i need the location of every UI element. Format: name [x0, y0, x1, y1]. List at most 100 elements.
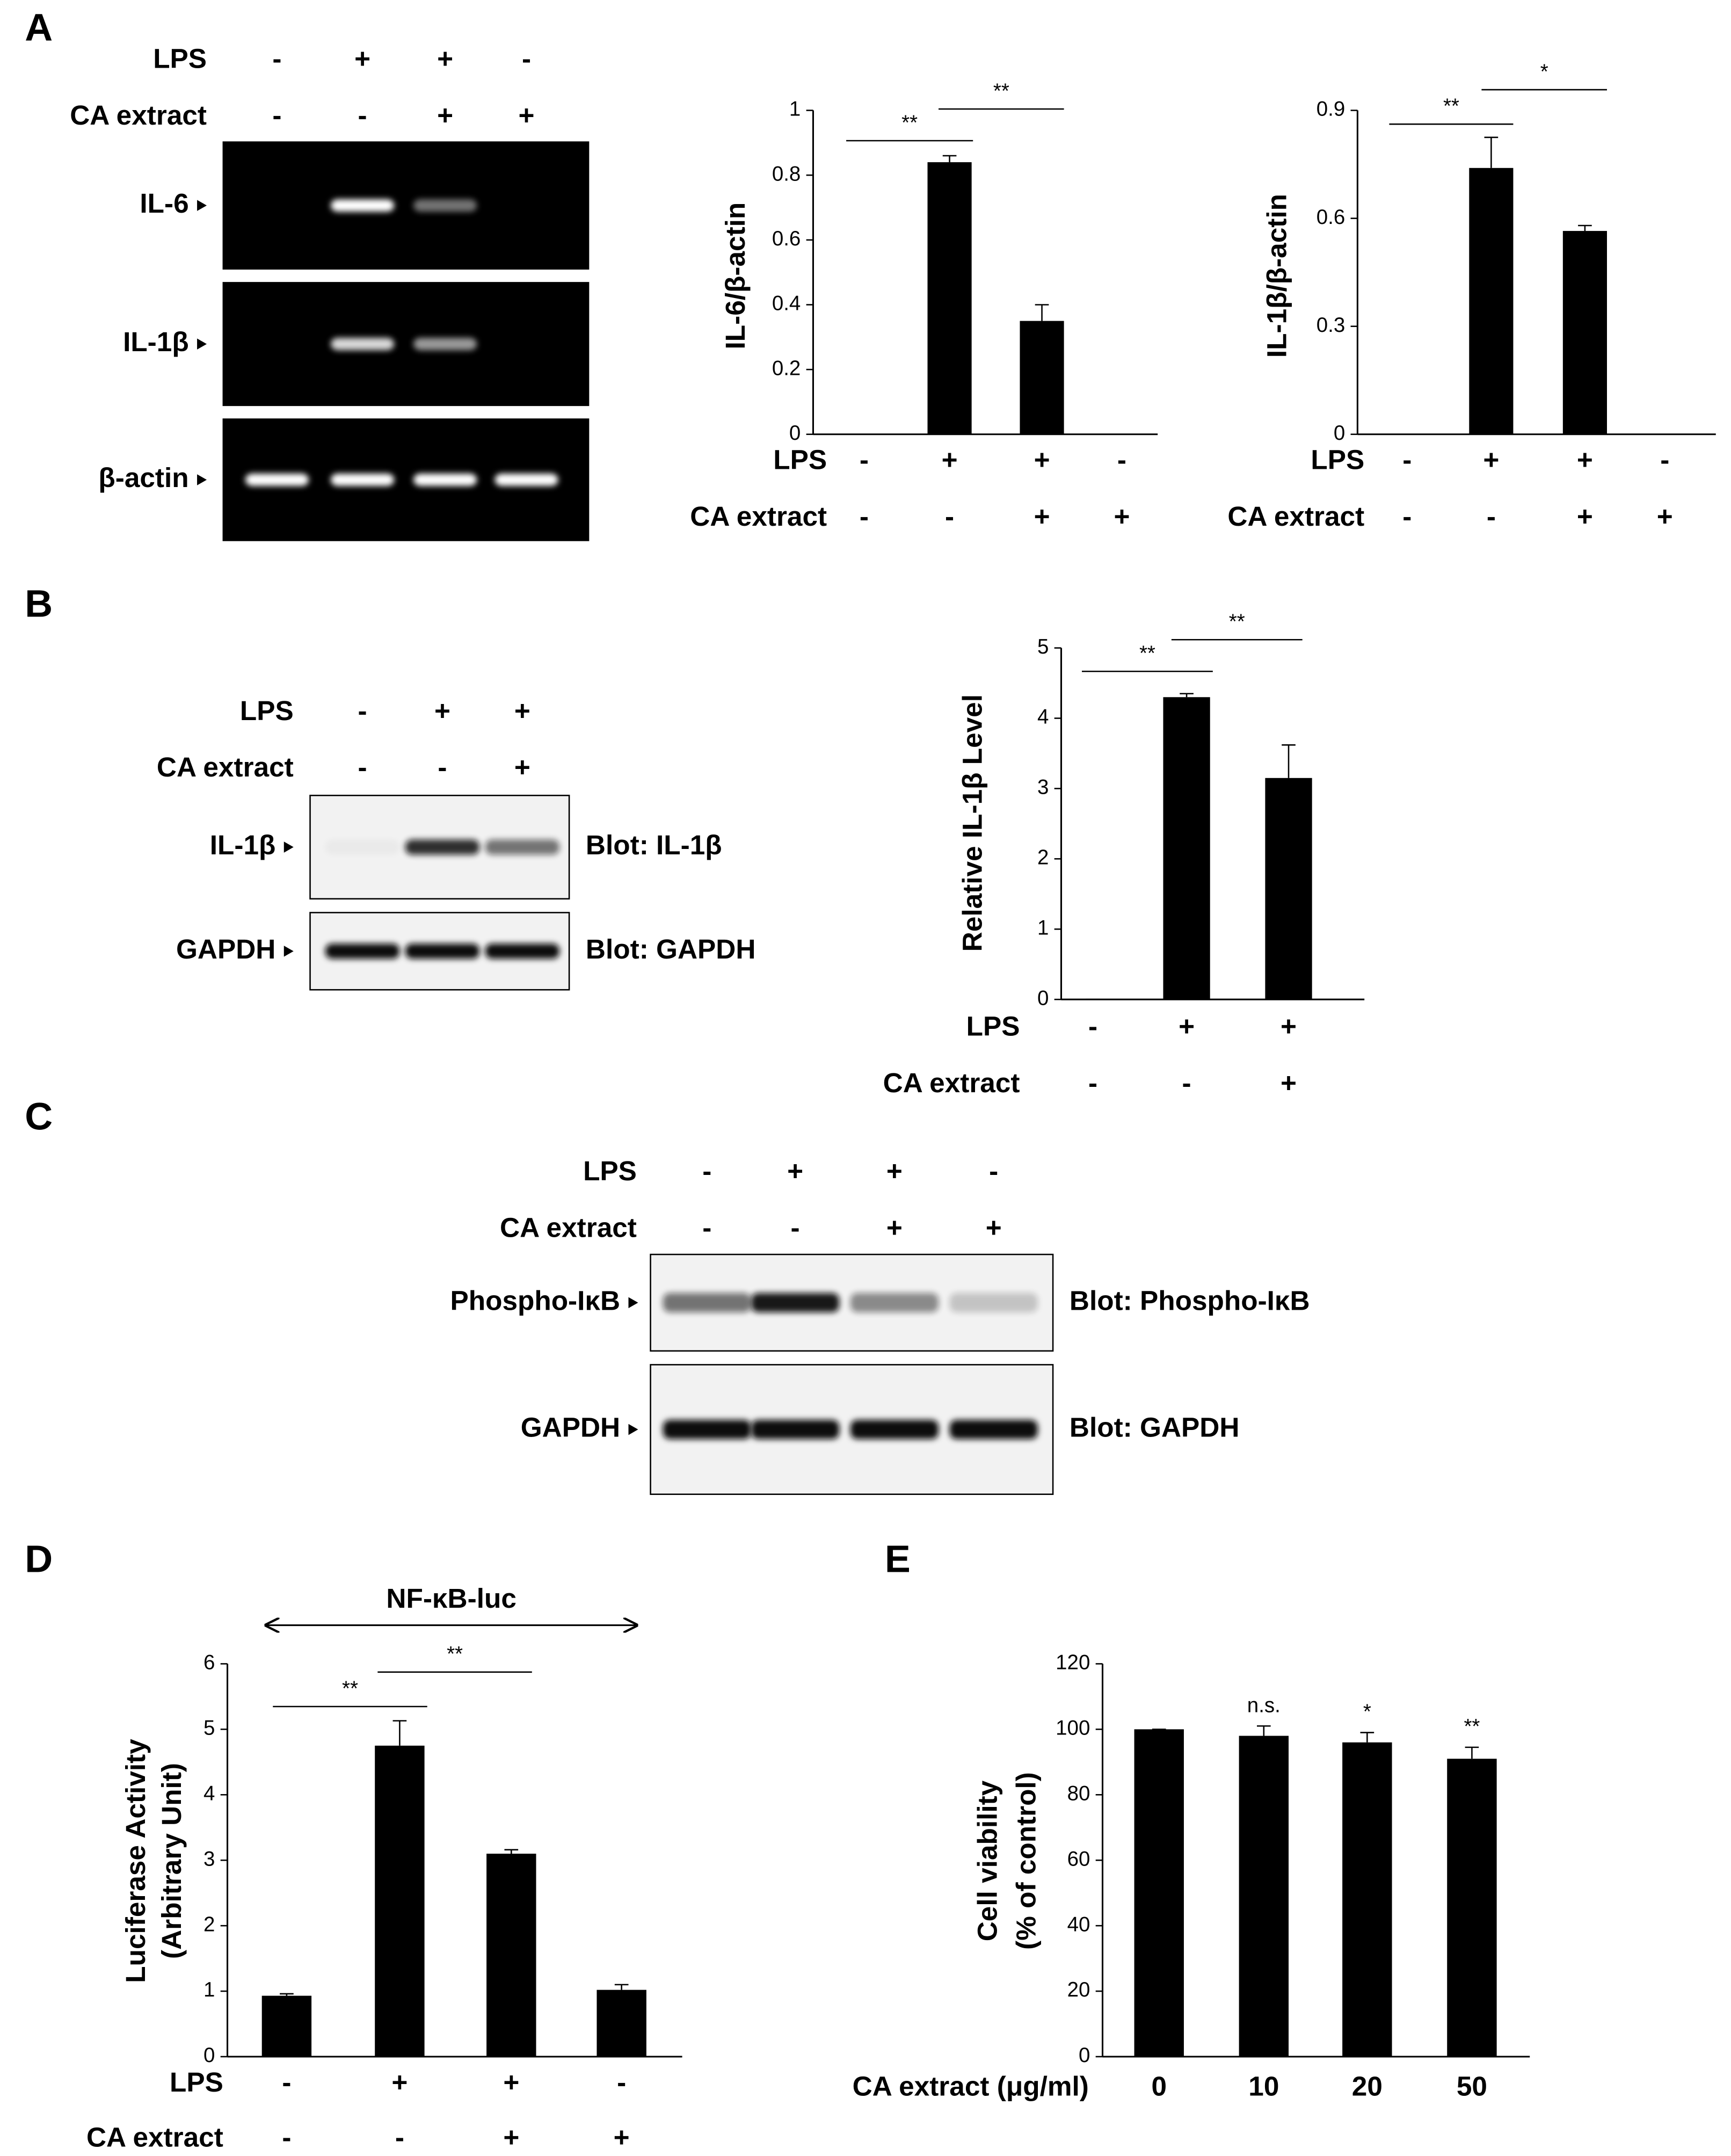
y-tick-label: 0.9 [1317, 98, 1345, 121]
blot-antibody-label: Blot: GAPDH [586, 934, 756, 964]
y-tick-label: 4 [203, 1782, 215, 1805]
treatment-label: LPS [153, 43, 207, 74]
y-axis-title: (Arbitrary Unit) [156, 1763, 187, 1959]
blot-row-label: IL-6 [140, 188, 188, 219]
error-bar [392, 1720, 407, 1746]
significance-label: ** [1229, 611, 1245, 634]
treatment-sign: + [986, 1212, 1002, 1243]
blot-band [325, 943, 400, 959]
treatment-label: LPS [170, 2067, 223, 2097]
bar [261, 1995, 312, 2057]
treatment-sign: - [1117, 445, 1126, 475]
blot-band [413, 338, 477, 351]
blot-band [405, 943, 480, 959]
blot-band [405, 839, 480, 855]
y-tick-label: 6 [203, 1651, 215, 1674]
y-axis-title: Relative IL-1β Level [957, 694, 987, 952]
blot-band [850, 1293, 939, 1312]
bar [486, 1854, 536, 2057]
bar [597, 1990, 646, 2057]
treatment-label: CA extract [500, 1212, 637, 1243]
blot-band [331, 199, 395, 212]
treatment-sign: + [886, 1156, 903, 1186]
error-bar [1256, 1725, 1271, 1736]
treatment-sign: + [1281, 1011, 1297, 1042]
bar [1163, 697, 1210, 1000]
treatment-label: CA extract [86, 2122, 223, 2153]
treatment-sign: + [1577, 445, 1593, 475]
error-bar [1484, 136, 1499, 168]
treatment-sign: + [1034, 445, 1050, 475]
treatment-sign: - [272, 43, 281, 74]
bar [1134, 1729, 1184, 2057]
treatment-sign: - [989, 1156, 998, 1186]
x-tick-label: 10 [1248, 2071, 1279, 2102]
treatment-sign: - [395, 2122, 404, 2153]
blot-band [949, 1420, 1038, 1440]
blot-band [485, 839, 560, 855]
y-tick-label: 3 [203, 1847, 215, 1870]
treatment-sign: + [503, 2067, 519, 2097]
y-tick-label: 5 [203, 1717, 215, 1740]
panel-label: C [25, 1095, 53, 1138]
treatment-sign: - [272, 100, 281, 130]
error-bar [1035, 304, 1049, 321]
y-tick-label: 80 [1067, 1782, 1090, 1805]
treatment-sign: - [358, 752, 367, 782]
treatment-sign: + [437, 43, 453, 74]
error-bar [280, 1993, 294, 1996]
error-bar [942, 155, 957, 163]
blot-band [413, 199, 477, 212]
treatment-sign: - [282, 2122, 291, 2153]
treatment-label: CA extract [883, 1068, 1020, 1098]
bar [1265, 778, 1312, 1000]
treatment-sign: - [1088, 1011, 1097, 1042]
treatment-sign: - [1402, 445, 1412, 475]
treatment-sign: + [434, 695, 450, 726]
y-tick-label: 0.6 [1317, 206, 1345, 229]
significance-label: * [1363, 1701, 1371, 1724]
bar [1020, 321, 1064, 434]
blot-band [949, 1293, 1038, 1312]
treatment-sign: + [514, 695, 530, 726]
arrowhead [197, 474, 207, 485]
significance-label: ** [342, 1677, 358, 1700]
blot-band [485, 943, 560, 959]
y-axis-title: IL-1β/β-actin [1262, 194, 1292, 358]
bar [1239, 1736, 1289, 2057]
y-axis-title: (% of control) [1010, 1772, 1041, 1950]
treatment-sign: + [519, 100, 535, 130]
significance-label: ** [1464, 1715, 1480, 1738]
y-axis-title: IL-6/β-actin [720, 202, 751, 350]
treatment-sign: + [1281, 1068, 1297, 1098]
treatment-sign: - [791, 1212, 800, 1243]
treatment-label: CA extract [1227, 501, 1364, 532]
y-tick-label: 2 [203, 1913, 215, 1936]
y-tick-label: 40 [1067, 1913, 1090, 1936]
treatment-sign: + [514, 752, 530, 782]
treatment-sign: + [787, 1156, 803, 1186]
treatment-sign: - [617, 2067, 626, 2097]
treatment-label: CA extract [70, 100, 207, 130]
treatment-sign: - [358, 695, 367, 726]
blot-panel [222, 141, 590, 270]
treatment-label: LPS [773, 445, 827, 475]
y-tick-label: 0.3 [1317, 314, 1345, 337]
treatment-sign: + [1179, 1011, 1195, 1042]
significance-label: ** [901, 111, 918, 134]
blot-row-label: GAPDH [521, 1412, 620, 1443]
y-tick-label: 20 [1067, 1978, 1090, 2001]
panel-label: B [25, 583, 53, 626]
bar [1447, 1759, 1497, 2057]
bar [927, 162, 972, 434]
chart-title: NF-κB-luc [386, 1583, 516, 1614]
y-tick-label: 0 [203, 2044, 215, 2067]
panel-label: D [25, 1537, 53, 1580]
blot-row-label: Phospho-IκB [450, 1285, 621, 1316]
significance-label: ** [1443, 95, 1459, 118]
treatment-sign: - [1660, 445, 1669, 475]
error-bar [1578, 224, 1592, 231]
blot-band [331, 338, 395, 351]
panel-label: E [885, 1537, 911, 1580]
panel-label: A [25, 6, 53, 49]
